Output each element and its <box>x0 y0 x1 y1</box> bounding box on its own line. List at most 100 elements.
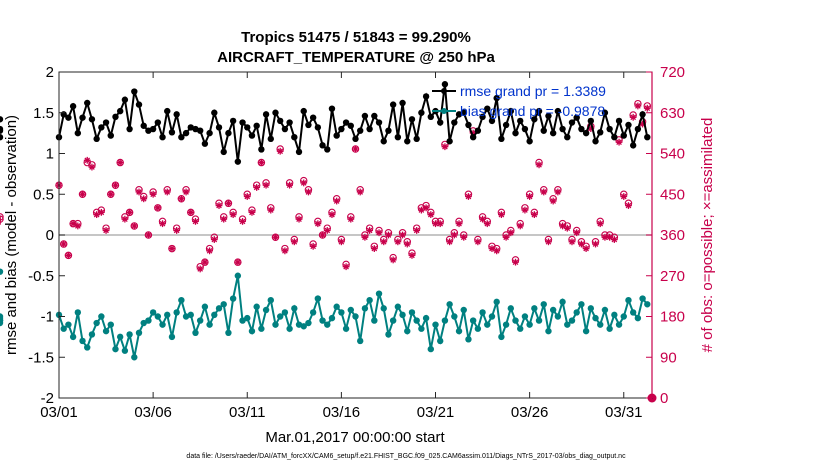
y2-axis-label: # of obs: o=possible; ×=assimilated <box>699 118 716 353</box>
obs-assimilated-point <box>173 227 181 234</box>
obs-assimilated-point <box>408 251 416 259</box>
obs-assimilated-point <box>112 181 119 189</box>
bias-point <box>451 313 458 320</box>
x-tick-label: 03/31 <box>605 404 643 421</box>
obs-assimilated-point <box>239 218 246 225</box>
rmse-point <box>102 119 110 126</box>
obs-assimilated-point <box>253 184 261 191</box>
obs-assimilated-point <box>192 218 199 225</box>
bias-point <box>281 309 289 316</box>
rmse-point <box>479 113 486 121</box>
bias-point <box>98 313 105 320</box>
axis-layer: 03/01 03/06 03/11 03/16 03/21 03/26 03/31 2 1.5 1… <box>28 64 685 421</box>
bias-point <box>526 321 533 328</box>
bias-point <box>437 337 444 345</box>
obs-assimilated-point <box>201 258 209 266</box>
rmse-point <box>267 135 274 143</box>
bias-point <box>324 321 331 328</box>
obs-assimilated-point <box>60 240 68 248</box>
bias-point <box>93 319 100 327</box>
bias-point <box>380 305 387 312</box>
rmse-point <box>328 105 336 112</box>
bias-point <box>314 295 322 302</box>
obs-assimilated-point <box>399 231 406 239</box>
bias-point <box>474 325 482 332</box>
bias-point <box>404 327 411 335</box>
rmse-point <box>587 117 595 125</box>
bias-point <box>408 309 416 316</box>
obs-assimilated-point <box>177 195 185 203</box>
bias-point <box>149 309 157 316</box>
obs-assimilated-point <box>465 193 472 200</box>
obs-assimilated-point <box>314 220 322 228</box>
obs-assimilated-point <box>210 236 218 243</box>
obs-assimilated-point <box>530 211 538 219</box>
rmse-point <box>535 107 543 115</box>
bias-point <box>460 306 467 314</box>
rmse-point <box>74 129 82 137</box>
rmse-point <box>469 134 477 141</box>
bias-point <box>498 333 505 341</box>
bias-point <box>535 317 543 324</box>
rmse-point <box>333 132 340 139</box>
obs-assimilated-point <box>69 220 77 228</box>
obs-assimilated-point <box>479 215 486 223</box>
x-tick-label: 03/26 <box>511 404 549 421</box>
bias-point <box>578 301 585 308</box>
rmse-point <box>437 119 444 126</box>
obs-assimilated-point <box>333 197 341 205</box>
rmse-point <box>305 121 312 129</box>
bias-point <box>173 309 180 316</box>
bias-point <box>540 301 547 308</box>
bias-point <box>446 301 453 308</box>
y-tick-label: 1 <box>46 146 54 163</box>
bias-point <box>465 336 472 343</box>
rmse-point <box>446 138 453 145</box>
bias-point <box>549 306 557 314</box>
bias-point <box>564 321 571 328</box>
bias-point <box>455 327 463 335</box>
rmse-point <box>389 101 397 108</box>
obs-assimilated-point <box>389 256 397 264</box>
obs-assimilated-point <box>375 229 383 237</box>
rmse-point <box>300 107 307 115</box>
obs-assimilated-point <box>286 181 294 189</box>
rmse-point <box>0 116 4 123</box>
rmse-point <box>512 129 519 137</box>
bias-point <box>159 321 166 328</box>
bias-point <box>371 317 378 324</box>
obs-assimilated-point <box>441 143 449 151</box>
obs-assimilated-point <box>83 156 91 164</box>
rmse-point <box>399 99 406 107</box>
obs-assimilated-point <box>107 190 115 198</box>
rmse-point <box>0 134 4 141</box>
bias-point <box>385 331 392 338</box>
obs-assimilated-point <box>620 193 628 200</box>
bias-point <box>140 319 147 327</box>
obs-assimilated-point <box>276 147 284 155</box>
obs-possible-point <box>0 215 4 223</box>
bias-point <box>239 317 246 324</box>
obs-assimilated-point <box>643 104 651 112</box>
bias-point <box>65 321 72 328</box>
bias-point <box>168 333 176 341</box>
bias-point <box>639 295 646 302</box>
bias-point <box>258 325 265 332</box>
footer-data-file: data file: /Users/raeder/DAI/ATM_forcXX/… <box>186 453 626 460</box>
obs-assimilated-point <box>413 227 421 234</box>
obs-assimilated-point <box>281 247 289 255</box>
rmse-point <box>324 146 331 153</box>
rmse-point <box>248 132 256 139</box>
rmse-point <box>493 94 500 102</box>
obs-assimilated-point <box>130 222 138 230</box>
obs-assimilated-point <box>225 199 232 207</box>
bias-point <box>244 314 251 322</box>
rmse-point <box>225 129 232 137</box>
obs-assimilated-point <box>610 236 618 243</box>
obs-assimilated-point <box>625 202 632 209</box>
obs-assimilated-point <box>267 206 275 214</box>
obs-assimilated-point <box>229 211 237 219</box>
bias-point <box>422 314 430 322</box>
rmse-point <box>211 109 218 116</box>
rmse-point <box>131 88 138 95</box>
